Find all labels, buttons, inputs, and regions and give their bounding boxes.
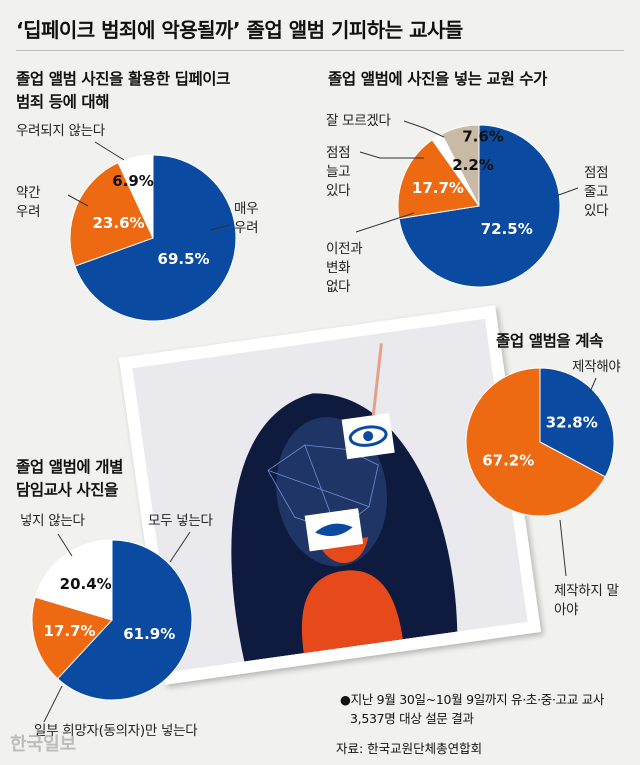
pie-slice xyxy=(441,124,480,207)
pie-slice xyxy=(74,154,237,322)
chart2-pie: 72.5% 17.7% 2.2% 7.6% xyxy=(397,124,561,288)
chart4-title-line1: 졸업 앨범에 개별 xyxy=(16,458,124,476)
chart4-label-all: 모두 넣는다 xyxy=(148,513,213,529)
pie-value-label: 67.2% xyxy=(482,452,534,470)
pie-slice xyxy=(539,367,615,478)
pie-value-label: 17.7% xyxy=(44,622,96,640)
chart2-title-line1: 졸업 앨범에 사진을 넣는 교원 수가 xyxy=(328,70,548,88)
lips-icon xyxy=(315,523,353,537)
woman-face-illustration xyxy=(231,343,458,662)
chart2-label-nochange: 이전과 변화 없다 xyxy=(326,241,363,295)
pie-slice xyxy=(465,367,606,517)
pie-value-label: 61.9% xyxy=(123,625,175,643)
pie-slice xyxy=(34,539,113,621)
chart3-title: 졸업 앨범을 계속 xyxy=(496,330,603,353)
publisher-logo: 한국일보 xyxy=(10,734,77,755)
deepfake-illustration xyxy=(118,305,542,685)
pie-value-label: 7.6% xyxy=(462,128,504,146)
chart4-title-line2: 담임교사 사진을 xyxy=(16,481,119,499)
chart2-label-unknown: 잘 모르겠다 xyxy=(326,113,391,129)
survey-note: ●지난 9월 30일~10월 9일까지 유·초·중·고교 교사 3,537명 대… xyxy=(340,690,604,728)
chart1-title: 졸업 앨범 사진을 활용한 딥페이크 범죄 등에 대해 xyxy=(16,68,230,114)
chart1-label-not-worried: 우려되지 않는다 xyxy=(16,123,105,139)
pie-slice xyxy=(117,154,154,239)
pie-value-label: 69.5% xyxy=(158,250,210,268)
pie-value-label: 23.6% xyxy=(93,214,145,232)
chart4-label-none: 넣지 않는다 xyxy=(20,513,85,529)
pie-slice xyxy=(397,139,480,220)
chart2-label-decrease: 점점 줄고 있다 xyxy=(584,165,609,219)
pie-slice xyxy=(31,596,113,680)
page-title: ‘딥페이크 범죄에 악용될까’ 졸업 앨범 기피하는 교사들 xyxy=(16,18,463,42)
chart2-title: 졸업 앨범에 사진을 넣는 교원 수가 xyxy=(328,68,547,91)
chart3-label-shouldnot: 제작하지 말아야 xyxy=(554,583,619,618)
title-divider xyxy=(16,50,624,51)
pie-value-label: 17.7% xyxy=(412,179,464,197)
pie-slice xyxy=(56,539,193,701)
chart4-pie: 61.9% 17.7% 20.4% xyxy=(31,539,193,701)
chart1-label-slightly: 약간 우려 xyxy=(16,185,41,220)
pie-value-label: 32.8% xyxy=(546,413,598,431)
pie-value-label: 72.5% xyxy=(481,220,533,238)
chart4-title: 졸업 앨범에 개별 담임교사 사진을 xyxy=(16,456,123,502)
chart3-pie: 32.8% 67.2% xyxy=(465,367,615,517)
chart1-title-line2: 범죄 등에 대해 xyxy=(16,93,110,111)
pie-value-label: 6.9% xyxy=(112,172,154,190)
pie-slice xyxy=(69,162,154,267)
chart4-label-some: 일부 희망자(동의자)만 넣는다 xyxy=(34,723,198,739)
survey-note-line1: ●지난 9월 30일~10월 9일까지 유·초·중·고교 교사 xyxy=(340,692,605,707)
survey-note-line2: 3,537명 대상 설문 결과 xyxy=(350,711,474,726)
chart1-title-line1: 졸업 앨범 사진을 활용한 딥페이크 xyxy=(16,70,231,88)
chart1-label-very: 매우 우려 xyxy=(234,201,259,236)
chart3-label-should: 제작해야 xyxy=(572,359,621,375)
chart3-title-line1: 졸업 앨범을 계속 xyxy=(496,332,604,350)
eye-icon xyxy=(348,425,388,447)
pie-value-label: 2.2% xyxy=(452,156,494,174)
source-credit: 자료: 한국교원단체총연합회 xyxy=(336,741,483,756)
chart2-label-increase: 점점 늘고 있다 xyxy=(326,145,351,199)
chart1-pie: 69.5% 23.6% 6.9% xyxy=(69,154,237,322)
pie-value-label: 20.4% xyxy=(60,575,112,593)
illustration-background xyxy=(132,318,528,672)
